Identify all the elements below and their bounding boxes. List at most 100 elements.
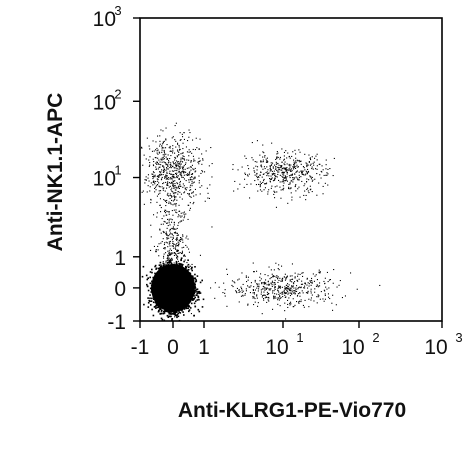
scatter-point	[176, 311, 178, 313]
scatter-point	[246, 281, 248, 283]
scatter-point	[153, 245, 155, 247]
scatter-point	[162, 188, 164, 190]
scatter-point	[193, 314, 195, 317]
scatter-point	[167, 162, 169, 164]
scatter-point	[295, 157, 297, 159]
scatter-point	[195, 288, 197, 291]
scatter-point	[162, 189, 164, 191]
scatter-point	[157, 153, 159, 155]
scatter-point	[176, 238, 178, 240]
scatter-point	[180, 212, 182, 214]
scatter-point	[142, 265, 145, 268]
scatter-point	[185, 162, 187, 164]
scatter-point	[189, 207, 191, 209]
scatter-point	[338, 284, 340, 286]
scatter-point	[298, 186, 300, 188]
scatter-point	[285, 284, 287, 286]
scatter-point	[165, 209, 167, 211]
scatter-point	[286, 157, 288, 159]
scatter-point	[329, 168, 331, 170]
scatter-point	[263, 294, 265, 296]
scatter-point	[294, 177, 296, 179]
scatter-point	[273, 170, 275, 172]
scatter-point	[259, 189, 261, 191]
scatter-point	[149, 186, 151, 188]
scatter-point	[319, 272, 321, 274]
scatter-point	[179, 163, 181, 165]
scatter-point	[305, 199, 307, 201]
scatter-point	[159, 145, 161, 147]
scatter-point	[156, 161, 158, 163]
scatter-point	[284, 296, 286, 298]
scatter-point	[171, 178, 173, 180]
scatter-point	[307, 164, 309, 166]
scatter-point	[258, 183, 260, 185]
scatter-point	[191, 192, 193, 194]
scatter-point	[166, 187, 168, 189]
scatter-point	[159, 161, 161, 163]
scatter-point	[324, 182, 326, 184]
scatter-point	[146, 137, 148, 139]
scatter-point	[310, 178, 312, 180]
scatter-point	[157, 305, 160, 307]
scatter-point	[271, 142, 273, 144]
scatter-point	[179, 312, 182, 314]
scatter-point	[266, 173, 268, 175]
scatter-point	[333, 157, 335, 159]
scatter-point	[256, 295, 258, 297]
scatter-point	[172, 161, 174, 163]
scatter-point	[194, 149, 196, 151]
scatter-point	[155, 181, 157, 183]
scatter-point	[281, 167, 283, 169]
scatter-point	[165, 200, 167, 202]
scatter-point	[195, 280, 198, 282]
scatter-point	[282, 173, 284, 175]
scatter-point	[325, 168, 327, 170]
scatter-point	[188, 179, 190, 181]
scatter-point	[262, 295, 264, 297]
scatter-point	[318, 269, 320, 271]
scatter-point	[160, 190, 162, 192]
scatter-point	[173, 222, 175, 224]
scatter-point	[279, 295, 281, 297]
scatter-point	[310, 290, 312, 292]
scatter-point	[270, 178, 272, 180]
scatter-point	[288, 183, 290, 185]
scatter-point	[187, 140, 189, 142]
scatter-point	[201, 185, 203, 187]
scatter-point	[327, 173, 329, 175]
scatter-point	[290, 292, 292, 294]
scatter-point	[301, 172, 303, 174]
scatter-point	[160, 179, 162, 181]
scatter-point	[276, 176, 278, 178]
scatter-point	[306, 166, 308, 168]
scatter-point	[155, 186, 157, 188]
scatter-point	[188, 149, 190, 151]
scatter-point	[171, 252, 173, 254]
scatter-point	[169, 195, 171, 197]
scatter-point	[169, 170, 171, 172]
scatter-point	[195, 278, 197, 281]
scatter-point	[297, 275, 299, 277]
scatter-point	[247, 279, 249, 281]
scatter-point	[159, 198, 161, 200]
scatter-point	[271, 285, 273, 287]
scatter-point	[283, 292, 285, 294]
scatter-point	[189, 177, 191, 179]
scatter-point	[174, 192, 176, 194]
scatter-point	[286, 176, 288, 178]
scatter-point	[311, 294, 313, 296]
scatter-point	[295, 167, 297, 169]
scatter-point	[178, 244, 180, 246]
scatter-point	[245, 276, 247, 278]
scatter-point	[286, 173, 288, 175]
scatter-point	[273, 295, 275, 297]
scatter-point	[194, 285, 196, 288]
scatter-point	[188, 155, 190, 157]
scatter-point	[278, 291, 280, 293]
scatter-point	[305, 162, 307, 164]
scatter-point	[274, 286, 276, 288]
scatter-point	[156, 195, 158, 197]
scatter-point	[280, 280, 282, 282]
